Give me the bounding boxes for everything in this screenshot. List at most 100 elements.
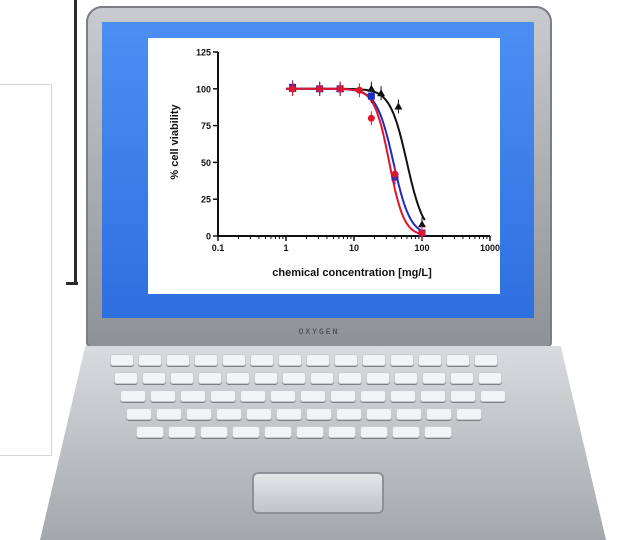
chart-points [288,80,426,241]
keyboard-key[interactable] [166,354,190,366]
keyboard-key[interactable] [474,354,498,366]
y-tick-label: 25 [201,195,211,205]
keyboard-key[interactable] [200,426,228,438]
keyboard-key[interactable] [276,408,302,420]
keyboard-key[interactable] [210,390,236,402]
x-axis-label: chemical concentration [mg/L] [272,267,432,279]
keyboard-key[interactable] [478,372,502,384]
x-tick-label: 10 [349,243,359,253]
keyboard-key[interactable] [186,408,212,420]
data-point [336,85,344,93]
keyboard-key[interactable] [360,390,386,402]
keyboard-key[interactable] [240,390,266,402]
chart-panel: 0 25 50 75 100 125 0.1 1 10 100 1000 % cell viabil… [148,38,500,294]
data-point [391,170,399,178]
keyboard-key[interactable] [138,354,162,366]
keyboard-key[interactable] [418,354,442,366]
keyboard [110,354,524,458]
chart-axes: 0 25 50 75 100 125 0.1 1 10 100 1000 [196,48,500,254]
y-tick-label: 0 [206,232,211,242]
keyboard-key[interactable] [336,408,362,420]
keyboard-key[interactable] [330,390,356,402]
keyboard-key[interactable] [150,390,176,402]
keyboard-key[interactable] [114,372,138,384]
keyboard-key[interactable] [446,354,470,366]
y-tick-label: 75 [201,121,211,131]
data-point [367,114,375,122]
keyboard-key[interactable] [142,372,166,384]
data-point [418,229,426,237]
keyboard-key[interactable] [156,408,182,420]
keyboard-key[interactable] [450,390,476,402]
keyboard-key[interactable] [246,408,272,420]
y-axis-label: % cell viability [169,104,181,180]
keyboard-key[interactable] [232,426,260,438]
keyboard-key[interactable] [170,372,194,384]
x-tick-label: 100 [414,243,429,253]
y-tick-label: 125 [196,48,211,58]
keyboard-key[interactable] [180,390,206,402]
keyboard-key[interactable] [366,408,392,420]
y-tick-label: 50 [201,158,211,168]
keyboard-key[interactable] [120,390,146,402]
keyboard-key[interactable] [168,426,196,438]
keyboard-key[interactable] [328,426,356,438]
data-point [418,220,426,228]
keyboard-key[interactable] [250,354,274,366]
connector-bracket [66,0,77,285]
keyboard-key[interactable] [480,390,506,402]
data-point [289,85,297,93]
keyboard-key[interactable] [270,390,296,402]
keyboard-key[interactable] [264,426,292,438]
keyboard-key[interactable] [110,354,134,366]
data-point [367,92,375,100]
keyboard-key[interactable] [310,372,334,384]
keyboard-key[interactable] [226,372,250,384]
connector-bracket-tip [66,282,78,285]
x-tick-label: 1 [283,243,288,253]
keyboard-key[interactable] [396,408,422,420]
trackpad[interactable] [252,472,384,514]
keyboard-key[interactable] [390,354,414,366]
keyboard-key[interactable] [216,408,242,420]
keyboard-key[interactable] [126,408,152,420]
series-curve [286,87,426,234]
keyboard-key[interactable] [198,372,222,384]
keyboard-key[interactable] [394,372,418,384]
keyboard-key[interactable] [194,354,218,366]
keyboard-key[interactable] [296,426,324,438]
data-point [316,85,324,93]
laptop-base [40,346,606,540]
keyboard-key[interactable] [136,426,164,438]
laptop-brand-label: OXYGEN [298,328,340,337]
keyboard-key[interactable] [366,372,390,384]
keyboard-key[interactable] [300,390,326,402]
series-curve [286,87,425,236]
keyboard-key[interactable] [362,354,386,366]
keyboard-key[interactable] [306,354,330,366]
data-point [394,102,403,110]
keyboard-key[interactable] [392,426,420,438]
chart-curves [286,87,426,236]
keyboard-key[interactable] [222,354,246,366]
keyboard-key[interactable] [360,426,388,438]
keyboard-key[interactable] [282,372,306,384]
keyboard-key[interactable] [334,354,358,366]
data-point [377,89,386,97]
keyboard-key[interactable] [306,408,332,420]
data-point [367,84,376,92]
keyboard-key[interactable] [390,390,416,402]
keyboard-key[interactable] [426,408,452,420]
keyboard-key[interactable] [420,390,446,402]
left-panel-frame [0,84,52,456]
keyboard-key[interactable] [450,372,474,384]
keyboard-key[interactable] [424,426,452,438]
x-tick-label: 1000 [480,243,500,253]
keyboard-key[interactable] [422,372,446,384]
x-tick-label: 0.1 [212,243,225,253]
dose-response-chart: 0 25 50 75 100 125 0.1 1 10 100 1000 % cell viabil… [169,48,500,280]
keyboard-key[interactable] [278,354,302,366]
keyboard-key[interactable] [456,408,482,420]
keyboard-key[interactable] [338,372,362,384]
keyboard-key[interactable] [254,372,278,384]
